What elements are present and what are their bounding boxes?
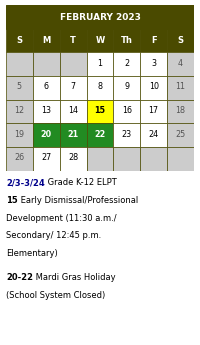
Bar bbox=[6, 5, 194, 29]
Text: Development (11:30 a.m./: Development (11:30 a.m./ bbox=[6, 214, 117, 223]
Bar bbox=[87, 29, 113, 52]
Bar bbox=[6, 147, 33, 171]
Bar bbox=[113, 100, 140, 124]
Text: 18: 18 bbox=[176, 106, 186, 115]
Text: 2: 2 bbox=[124, 59, 129, 68]
Bar bbox=[113, 76, 140, 100]
Bar bbox=[167, 124, 194, 147]
Bar bbox=[33, 52, 60, 76]
Text: 10: 10 bbox=[149, 82, 159, 91]
Text: 15: 15 bbox=[6, 196, 18, 205]
Bar bbox=[60, 52, 87, 76]
Text: 15: 15 bbox=[94, 106, 106, 115]
Bar bbox=[113, 52, 140, 76]
Text: 6: 6 bbox=[44, 82, 49, 91]
Bar bbox=[60, 147, 87, 171]
Bar bbox=[6, 124, 33, 147]
Bar bbox=[6, 52, 33, 76]
Text: 9: 9 bbox=[124, 82, 129, 91]
Text: 26: 26 bbox=[14, 153, 24, 162]
Text: 12: 12 bbox=[14, 106, 24, 115]
Bar bbox=[140, 147, 167, 171]
Text: S: S bbox=[16, 36, 22, 45]
Text: 7: 7 bbox=[71, 82, 76, 91]
Text: 21: 21 bbox=[68, 130, 79, 139]
Text: 20-22: 20-22 bbox=[6, 273, 33, 282]
Bar bbox=[167, 100, 194, 124]
Text: 11: 11 bbox=[176, 82, 186, 91]
Text: 16: 16 bbox=[122, 106, 132, 115]
Text: 24: 24 bbox=[149, 130, 159, 139]
Text: S: S bbox=[178, 36, 184, 45]
Bar bbox=[140, 100, 167, 124]
Bar bbox=[33, 124, 60, 147]
Bar bbox=[113, 124, 140, 147]
Bar bbox=[33, 29, 60, 52]
Text: 19: 19 bbox=[14, 130, 24, 139]
Text: 8: 8 bbox=[97, 82, 102, 91]
Bar bbox=[33, 76, 60, 100]
Bar bbox=[60, 29, 87, 52]
Bar bbox=[6, 100, 33, 124]
Bar bbox=[87, 147, 113, 171]
Text: 2/3-3/24: 2/3-3/24 bbox=[6, 178, 45, 187]
Bar bbox=[87, 52, 113, 76]
Bar bbox=[6, 29, 33, 52]
Bar bbox=[60, 100, 87, 124]
Text: W: W bbox=[95, 36, 105, 45]
Text: Early Dismissal/Professional: Early Dismissal/Professional bbox=[18, 196, 138, 205]
Bar bbox=[87, 124, 113, 147]
Text: 5: 5 bbox=[17, 82, 22, 91]
Text: Elementary): Elementary) bbox=[6, 249, 58, 258]
Text: 23: 23 bbox=[122, 130, 132, 139]
Bar bbox=[87, 76, 113, 100]
Bar bbox=[167, 147, 194, 171]
Bar bbox=[87, 100, 113, 124]
Bar bbox=[140, 52, 167, 76]
Text: 1: 1 bbox=[97, 59, 102, 68]
Bar bbox=[140, 124, 167, 147]
Bar bbox=[140, 76, 167, 100]
Text: 22: 22 bbox=[94, 130, 106, 139]
Bar bbox=[60, 76, 87, 100]
Text: 14: 14 bbox=[68, 106, 78, 115]
Bar bbox=[113, 147, 140, 171]
Bar bbox=[167, 52, 194, 76]
Bar bbox=[140, 29, 167, 52]
Bar bbox=[167, 29, 194, 52]
Bar bbox=[113, 29, 140, 52]
Text: (School System Closed): (School System Closed) bbox=[6, 290, 105, 299]
Text: F: F bbox=[151, 36, 157, 45]
Text: 27: 27 bbox=[41, 153, 51, 162]
Text: 28: 28 bbox=[68, 153, 78, 162]
Text: T: T bbox=[70, 36, 76, 45]
Bar bbox=[60, 124, 87, 147]
Bar bbox=[6, 76, 33, 100]
Text: 17: 17 bbox=[149, 106, 159, 115]
Text: 13: 13 bbox=[41, 106, 51, 115]
Text: Th: Th bbox=[121, 36, 133, 45]
Text: FEBRUARY 2023: FEBRUARY 2023 bbox=[60, 12, 140, 21]
Text: Mardi Gras Holiday: Mardi Gras Holiday bbox=[33, 273, 116, 282]
Text: Grade K-12 ELPT: Grade K-12 ELPT bbox=[45, 178, 116, 187]
Text: 20: 20 bbox=[41, 130, 52, 139]
Bar bbox=[33, 147, 60, 171]
Text: 25: 25 bbox=[175, 130, 186, 139]
Bar bbox=[167, 76, 194, 100]
Text: 4: 4 bbox=[178, 59, 183, 68]
Text: M: M bbox=[42, 36, 50, 45]
Text: 3: 3 bbox=[151, 59, 156, 68]
Bar bbox=[33, 100, 60, 124]
Text: Secondary/ 12:45 p.m.: Secondary/ 12:45 p.m. bbox=[6, 231, 101, 240]
